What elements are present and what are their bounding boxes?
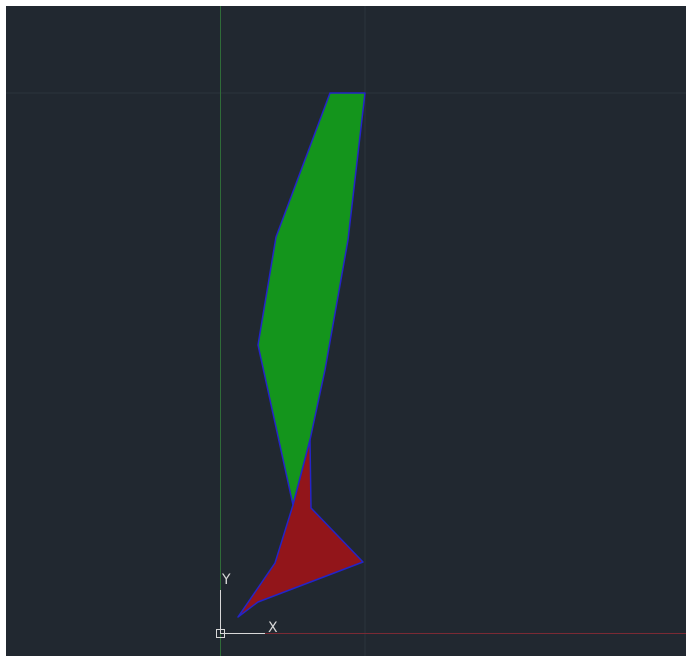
red-shape xyxy=(237,439,364,618)
ucs-y-label: Y xyxy=(221,572,231,588)
ucs-x-label: X xyxy=(268,620,278,636)
ucs-origin-box xyxy=(216,629,225,638)
